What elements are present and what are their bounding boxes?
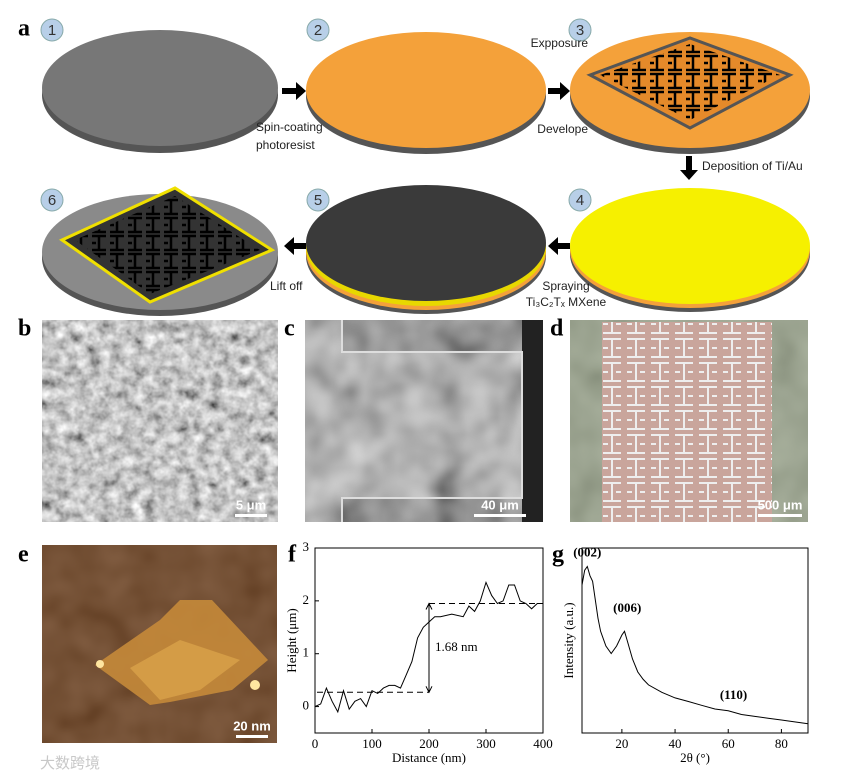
peak-label: (002)	[573, 545, 601, 560]
process-arrows	[282, 82, 698, 255]
step-text: Spin-coating	[256, 120, 323, 134]
x-tick-label: 60	[722, 736, 735, 751]
x-tick-label: 40	[669, 736, 682, 751]
step-badge	[40, 188, 64, 212]
y-tick-label: 1	[303, 645, 310, 660]
step-number: 3	[576, 22, 584, 39]
x-axis-label: 2θ (°)	[680, 750, 710, 765]
y-axis-label: Intensity (a.u.)	[561, 602, 576, 678]
x-axis-label: Distance (nm)	[392, 750, 466, 765]
y-axis-label: Height (μm)	[284, 608, 299, 672]
plot-frame	[581, 547, 809, 734]
step-text: Lift off	[270, 279, 303, 293]
annotation: 1.68 nm	[435, 639, 478, 654]
x-tick-label: 100	[362, 736, 382, 751]
scale-bar-label: 5 μm	[236, 497, 266, 512]
y-tick-label: 2	[303, 592, 310, 607]
disc-6	[42, 186, 278, 316]
watermark: 大数跨境	[40, 754, 100, 772]
panel-label: a	[18, 16, 30, 42]
y-tick-label: 3	[303, 539, 310, 554]
x-tick-label: 400	[533, 736, 553, 751]
x-tick-label: 80	[775, 736, 788, 751]
step-text: photoresist	[256, 138, 315, 152]
step-number: 6	[48, 192, 56, 209]
afm-image-e	[42, 545, 277, 743]
panel-label: d	[550, 316, 564, 342]
panel-label: c	[284, 316, 295, 342]
scale-bar-label: 500 μm	[758, 497, 803, 512]
step-number: 4	[576, 192, 584, 209]
scale-bar-label: 20 nm	[233, 718, 271, 733]
step-badge	[568, 18, 592, 42]
step-text: Ti₃C₂Tₓ MXene	[526, 295, 607, 309]
disc-4	[570, 188, 810, 312]
x-tick-label: 300	[476, 736, 496, 751]
optical-image-d	[570, 320, 808, 522]
x-tick-label: 200	[419, 736, 439, 751]
step-number: 2	[314, 22, 322, 39]
peak-label: (110)	[720, 687, 747, 702]
step-text: Develope	[537, 122, 588, 136]
scale-bar-label: 40 μm	[481, 497, 519, 512]
peak-label: (006)	[613, 600, 641, 615]
step-number: 5	[314, 192, 322, 209]
data-line	[581, 565, 809, 725]
x-tick-label: 0	[312, 736, 319, 751]
disc-1	[42, 30, 278, 153]
step-text: Expposure	[531, 36, 589, 50]
y-tick-label: 0	[303, 698, 310, 713]
panel-label: b	[18, 316, 31, 342]
disc-2	[306, 32, 546, 154]
disc-5	[306, 185, 546, 314]
panel-label: g	[552, 542, 564, 568]
step-text: Deposition of Ti/Au	[702, 159, 803, 173]
step-badge	[568, 188, 592, 212]
sem-image-c	[305, 320, 543, 522]
step-badge	[306, 188, 330, 212]
arrow-head	[425, 602, 433, 694]
step-badge	[40, 18, 64, 42]
x-tick-label: 20	[615, 736, 628, 751]
data-line	[314, 580, 543, 714]
panel-label: f	[288, 542, 297, 568]
step-text: Spraying	[542, 279, 589, 293]
panel-label: e	[18, 542, 29, 568]
disc-3	[570, 32, 810, 154]
step-number: 1	[48, 22, 56, 39]
sem-image-b	[42, 320, 278, 522]
step-badge	[306, 18, 330, 42]
